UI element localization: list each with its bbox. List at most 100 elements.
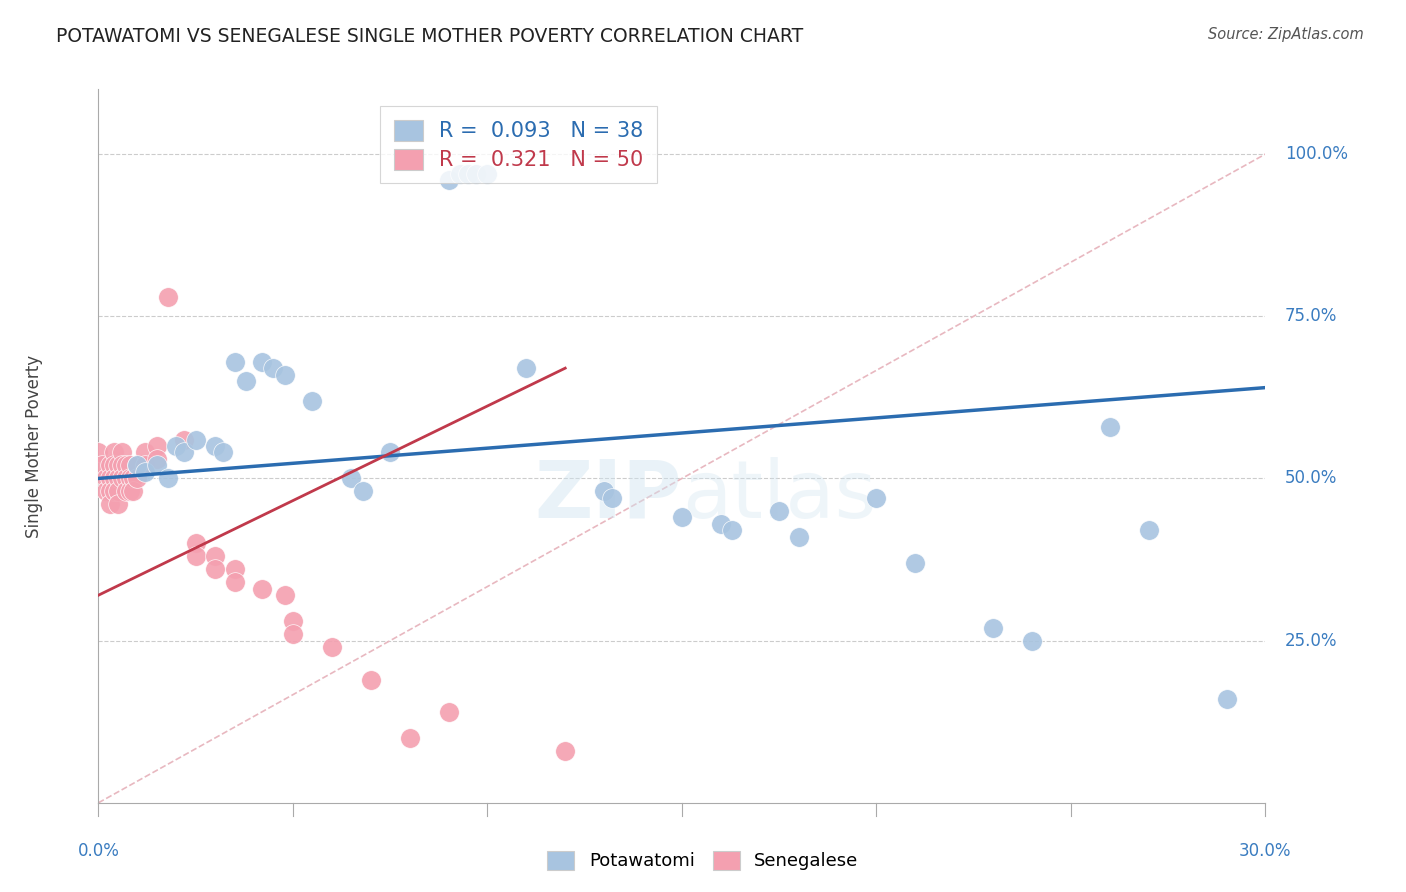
Point [224, 562, 246, 576]
Point [981, 621, 1004, 635]
Point [554, 744, 576, 758]
Point [134, 465, 156, 479]
Point [250, 354, 273, 368]
Point [103, 458, 125, 473]
Point [321, 640, 343, 654]
Point [96, 484, 118, 499]
Point [340, 471, 363, 485]
Point [250, 582, 273, 596]
Point [768, 504, 790, 518]
Point [1021, 633, 1043, 648]
Point [103, 445, 125, 459]
Point [107, 484, 129, 499]
Point [235, 374, 257, 388]
Point [114, 471, 136, 485]
Point [464, 167, 486, 181]
Point [204, 549, 226, 564]
Point [111, 445, 134, 459]
Point [184, 536, 207, 550]
Text: atlas: atlas [682, 457, 876, 535]
Point [437, 705, 460, 719]
Point [98, 458, 121, 473]
Point [904, 556, 927, 570]
Text: 50.0%: 50.0% [1285, 469, 1337, 487]
Point [710, 516, 733, 531]
Point [96, 471, 118, 485]
Point [114, 484, 136, 499]
Point [184, 433, 207, 447]
Point [134, 458, 156, 473]
Point [173, 445, 195, 459]
Point [224, 354, 246, 368]
Point [865, 491, 887, 505]
Point [262, 361, 284, 376]
Point [127, 471, 149, 485]
Point [515, 361, 537, 376]
Text: 0.0%: 0.0% [77, 842, 120, 860]
Point [593, 484, 616, 499]
Point [98, 471, 121, 485]
Point [165, 439, 187, 453]
Text: 75.0%: 75.0% [1285, 307, 1337, 326]
Point [127, 458, 149, 473]
Point [118, 471, 141, 485]
Point [134, 445, 156, 459]
Text: POTAWATOMI VS SENEGALESE SINGLE MOTHER POVERTY CORRELATION CHART: POTAWATOMI VS SENEGALESE SINGLE MOTHER P… [56, 27, 803, 45]
Point [671, 510, 693, 524]
Text: 100.0%: 100.0% [1285, 145, 1348, 163]
Point [146, 439, 169, 453]
Point [1137, 524, 1160, 538]
Point [212, 445, 235, 459]
Point [360, 673, 382, 687]
Point [204, 562, 226, 576]
Legend: R =  0.093   N = 38, R =  0.321   N = 50: R = 0.093 N = 38, R = 0.321 N = 50 [381, 106, 657, 184]
Point [1098, 419, 1121, 434]
Point [457, 167, 479, 181]
Point [107, 497, 129, 511]
Point [87, 445, 110, 459]
Point [157, 290, 180, 304]
Point [146, 452, 169, 467]
Point [281, 614, 304, 628]
Point [477, 167, 499, 181]
Point [224, 575, 246, 590]
Point [184, 549, 207, 564]
Point [91, 458, 114, 473]
Point [281, 627, 304, 641]
Point [301, 393, 323, 408]
Point [204, 439, 226, 453]
Point [600, 491, 623, 505]
Point [173, 433, 195, 447]
Point [98, 497, 121, 511]
Point [437, 173, 460, 187]
Point [118, 458, 141, 473]
Point [157, 471, 180, 485]
Point [1215, 692, 1237, 706]
Point [146, 458, 169, 473]
Text: Source: ZipAtlas.com: Source: ZipAtlas.com [1208, 27, 1364, 42]
Text: 30.0%: 30.0% [1239, 842, 1292, 860]
Point [122, 484, 145, 499]
Point [274, 588, 297, 602]
Legend: Potawatomi, Senegalese: Potawatomi, Senegalese [540, 844, 866, 878]
Point [118, 484, 141, 499]
Point [398, 731, 420, 745]
Point [274, 368, 297, 382]
Point [107, 458, 129, 473]
Point [380, 445, 402, 459]
Point [111, 458, 134, 473]
Point [111, 471, 134, 485]
Text: 25.0%: 25.0% [1285, 632, 1337, 649]
Point [122, 471, 145, 485]
Point [98, 484, 121, 499]
Point [721, 524, 744, 538]
Text: ZIP: ZIP [534, 457, 682, 535]
Point [107, 471, 129, 485]
Point [127, 458, 149, 473]
Point [352, 484, 374, 499]
Point [103, 471, 125, 485]
Point [449, 167, 471, 181]
Text: Single Mother Poverty: Single Mother Poverty [25, 354, 44, 538]
Point [114, 458, 136, 473]
Point [103, 484, 125, 499]
